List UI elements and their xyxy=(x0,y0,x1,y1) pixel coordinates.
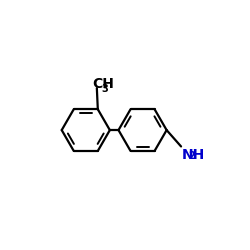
Text: CH: CH xyxy=(92,77,114,91)
Text: 2: 2 xyxy=(188,151,195,161)
Text: 3: 3 xyxy=(102,84,108,94)
Text: NH: NH xyxy=(182,148,205,162)
